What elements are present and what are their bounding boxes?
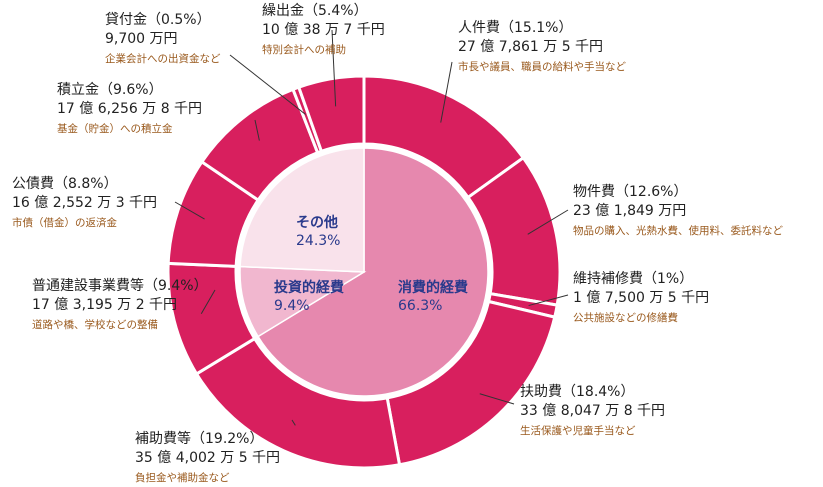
note: 負担金や補助金など [135, 471, 230, 484]
category-name: 繰出金 [262, 3, 304, 19]
outer-label: 補助費等（19.2%） [135, 430, 263, 447]
outer-label: 繰出金（5.4%） [262, 3, 368, 19]
amount: 9,700 万円 [105, 31, 178, 47]
value-label: （19.2%） [191, 431, 263, 447]
amount: 27 億 7,861 万 5 千円 [458, 39, 603, 55]
outer-label: 積立金（9.6%） [57, 82, 163, 98]
amount: 23 億 1,849 万円 [573, 203, 686, 219]
amount: 17 億 6,256 万 8 千円 [57, 101, 202, 117]
outer-label: 物件費（12.6%） [573, 184, 687, 200]
leader-line [331, 29, 337, 107]
value-label: （18.4%） [562, 384, 634, 400]
note: 基金（貯金）への積立金 [57, 122, 173, 135]
inner-label: その他 [296, 214, 338, 231]
outer-label: 扶助費（18.4%） [520, 384, 634, 400]
outer-label: 人件費（15.1%） [458, 20, 572, 36]
leader-line [527, 209, 569, 235]
note: 公共施設などの修繕費 [573, 311, 678, 324]
inner-value: 9.4% [274, 298, 310, 314]
inner-value: 66.3% [398, 298, 442, 314]
outer-label: 公債費（8.8%） [12, 176, 118, 192]
category-name: 物件費 [573, 184, 615, 200]
value-label: （8.8%） [54, 176, 118, 192]
leader-line [174, 201, 205, 220]
amount: 33 億 8,047 万 8 千円 [520, 403, 665, 419]
value-label: （0.5%） [147, 12, 211, 28]
note: 物品の購入、光熱水費、使用料、委託料など [573, 224, 783, 237]
leader-line [200, 289, 216, 315]
outer-label: 維持補修費（1%） [573, 271, 693, 287]
note: 市債（借金）の返済金 [12, 216, 117, 229]
amount: 1 億 7,500 万 5 千円 [573, 290, 709, 306]
category-name: 補助費等 [135, 430, 191, 447]
inner-label: 投資的経費 [274, 279, 344, 296]
value-label: （9.6%） [99, 82, 163, 98]
leader-line [254, 119, 260, 141]
leader-line [291, 419, 296, 426]
outer-slice [296, 74, 366, 154]
leader-line [229, 54, 306, 115]
amount: 35 億 4,002 万 5 千円 [135, 450, 280, 466]
category-name: 貸付金 [105, 12, 147, 28]
category-name: 普通建設事業費等 [32, 277, 144, 294]
value-label: （1%） [643, 271, 693, 287]
inner-slice [239, 147, 365, 273]
category-name: 人件費 [458, 20, 500, 36]
category-name: 維持補修費 [573, 271, 643, 287]
value-label: （12.6%） [615, 184, 687, 200]
amount: 10 億 38 万 7 千円 [262, 22, 385, 38]
note: 道路や橋、学校などの整備 [32, 318, 158, 331]
inner-value: 24.3% [296, 233, 340, 249]
value-label: （15.1%） [500, 20, 572, 36]
note: 特別会計への補助 [262, 43, 346, 56]
leader-line [440, 61, 453, 123]
note: 企業会計への出資金など [105, 52, 221, 65]
leader-line [528, 294, 569, 307]
category-name: 積立金 [57, 82, 99, 98]
note: 市長や議員、職員の給料や手当など [458, 60, 626, 73]
category-name: 公債費 [12, 176, 54, 192]
inner-slice [257, 147, 489, 397]
outer-label: 貸付金（0.5%） [105, 12, 211, 28]
leader-line [479, 393, 515, 405]
outer-label: 普通建設事業費等（9.4%） [32, 277, 208, 294]
note: 生活保護や児童手当など [520, 424, 636, 437]
amount: 16 億 2,552 万 3 千円 [12, 195, 157, 211]
value-label: （9.4%） [144, 278, 208, 294]
category-name: 扶助費 [520, 384, 562, 400]
value-label: （5.4%） [304, 3, 368, 19]
amount: 17 億 3,195 万 2 千円 [32, 297, 177, 313]
inner-label: 消費的経費 [398, 279, 468, 296]
